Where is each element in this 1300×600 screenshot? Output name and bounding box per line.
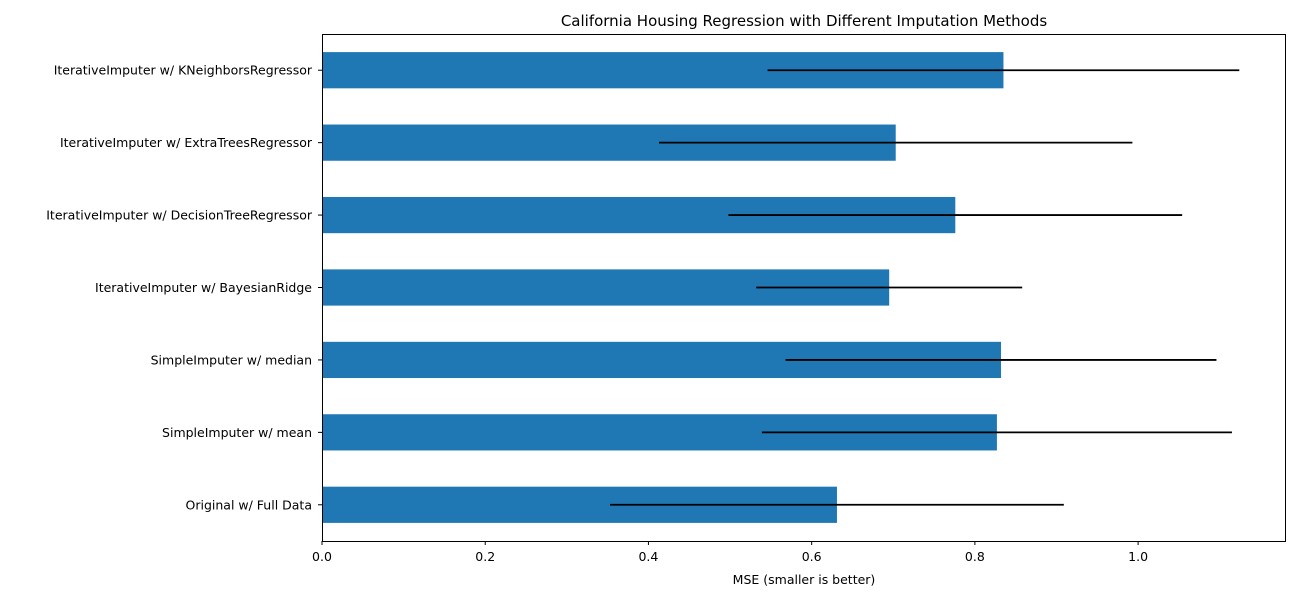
y-tick-label: IterativeImputer w/ ExtraTreesRegressor (60, 135, 313, 150)
x-tick-label: 0.0 (312, 549, 332, 564)
y-tick-label: SimpleImputer w/ median (151, 352, 312, 367)
x-tick-label: 1.0 (1128, 549, 1148, 564)
x-tick-label: 0.4 (638, 549, 658, 564)
y-tick-label: IterativeImputer w/ BayesianRidge (95, 280, 312, 295)
y-tick-label: SimpleImputer w/ mean (162, 425, 312, 440)
x-tick-label: 0.2 (475, 549, 495, 564)
error-bars-layer (610, 69, 1240, 506)
plot-area-frame (322, 34, 1286, 542)
x-axis-label: MSE (smaller is better) (733, 572, 876, 587)
x-axis: 0.0 0.2 0.4 0.6 0.8 1.0 (312, 541, 1148, 564)
y-tick-label: IterativeImputer w/ KNeighborsRegressor (54, 63, 313, 78)
x-tick-label: 0.6 (802, 549, 822, 564)
y-tick-label: Original w/ Full Data (186, 497, 313, 512)
y-tick-label: IterativeImputer w/ DecisionTreeRegresso… (46, 208, 313, 223)
chart-title: California Housing Regression with Diffe… (561, 12, 1048, 30)
x-tick-label: 0.8 (965, 549, 985, 564)
y-axis: Original w/ Full Data SimpleImputer w/ me… (46, 63, 322, 512)
